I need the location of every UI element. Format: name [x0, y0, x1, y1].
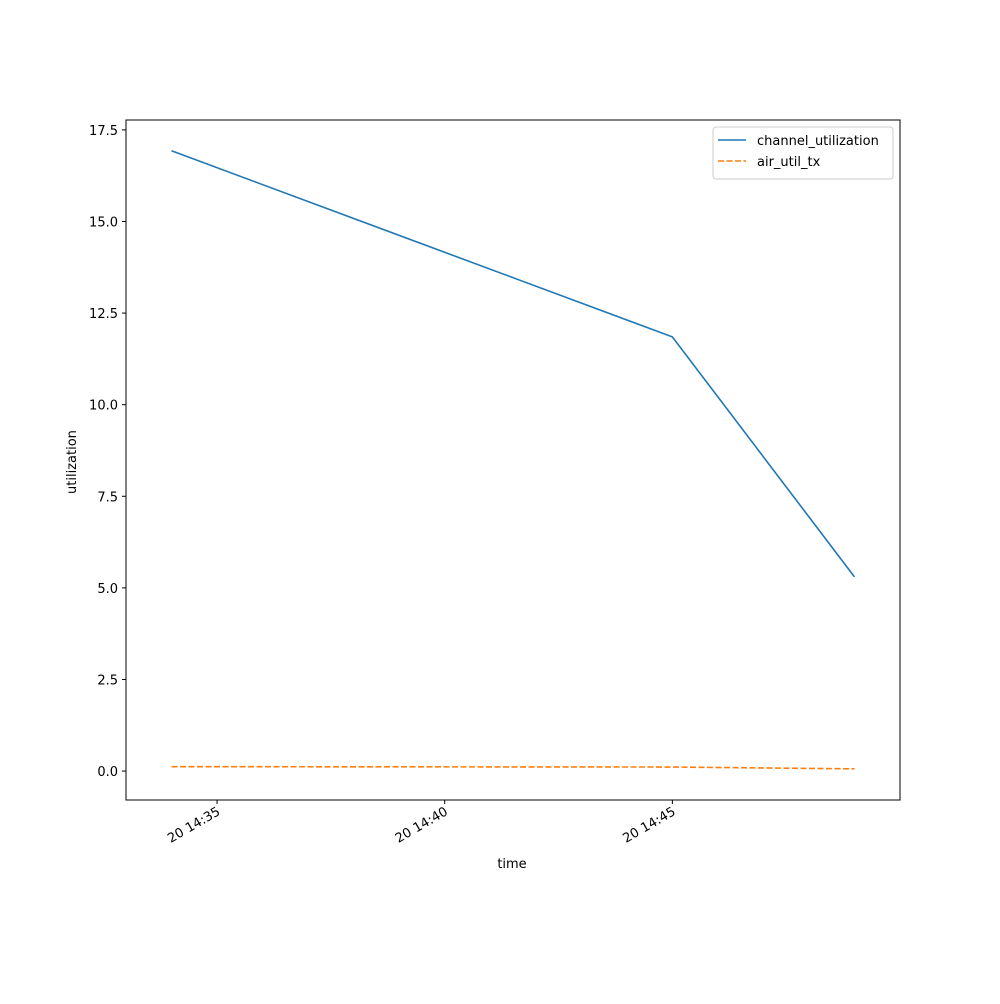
y-tick-label: 2.5 [97, 673, 118, 688]
series-line [171, 150, 856, 578]
y-tick-label: 12.5 [89, 307, 118, 322]
x-axis-label: time [497, 857, 526, 872]
y-tick-label: 17.5 [89, 124, 118, 139]
legend-label: channel_utilization [757, 134, 879, 149]
y-tick-label: 7.5 [97, 490, 118, 505]
plot-frame [125, 119, 901, 801]
legend-box [712, 126, 894, 180]
series-line [171, 765, 855, 770]
y-axis-label: utilization [65, 430, 80, 494]
legend-label: air_util_tx [757, 155, 821, 170]
y-tick-label: 15.0 [89, 215, 118, 230]
y-tick-label: 5.0 [97, 582, 118, 597]
y-tick-label: 0.0 [97, 765, 118, 780]
y-tick-label: 10.0 [89, 399, 118, 414]
